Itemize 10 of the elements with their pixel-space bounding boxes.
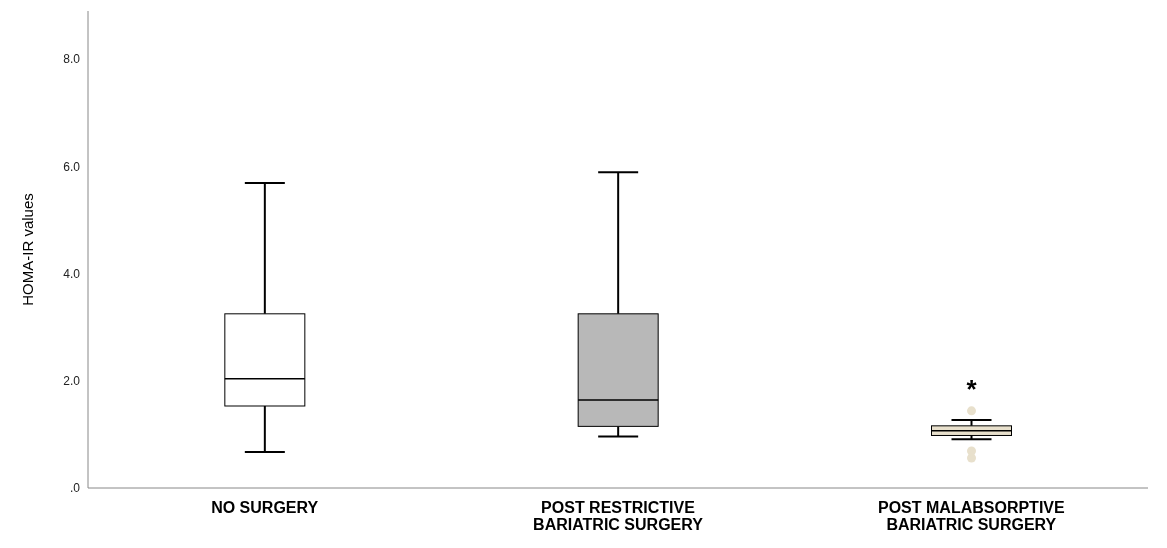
x-tick-label: POST MALABSORPTIVE BARIATRIC SURGERY: [877, 499, 1065, 534]
y-tick-label: 8.0: [63, 52, 81, 67]
y-tick-label: 4.0: [63, 266, 81, 281]
y-tick-label: 2.0: [63, 374, 81, 389]
y-axis-title: HOMA-IR values: [19, 193, 37, 306]
annotation: *: [966, 373, 978, 404]
y-tick-label: .0: [69, 481, 81, 496]
x-tick-label: POST RESTRICTIVE BARIATRIC SURGERY: [533, 499, 704, 534]
y-tick-label: 6.0: [63, 159, 81, 174]
x-tick-label: NO SURGERY: [211, 499, 319, 517]
